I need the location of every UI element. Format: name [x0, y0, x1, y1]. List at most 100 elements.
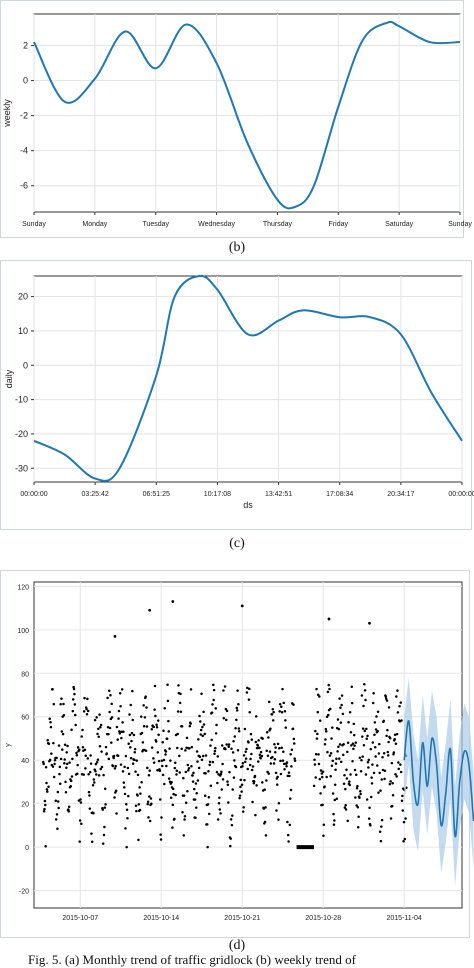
observed-point — [55, 756, 58, 760]
observed-point — [66, 744, 69, 748]
observed-point — [241, 761, 245, 765]
observed-point — [348, 783, 351, 787]
observed-point — [327, 713, 330, 717]
observed-point — [325, 775, 328, 779]
observed-point — [277, 818, 280, 821]
observed-point — [352, 733, 356, 737]
observed-point — [280, 746, 283, 749]
observed-point — [313, 758, 316, 762]
observed-point — [355, 787, 359, 790]
observed-point — [187, 766, 191, 770]
daily-chart: 00:00:00 03:25:42 06:51:25 10:17:08 13:42:51… — [4, 274, 474, 510]
observed-point — [335, 757, 338, 760]
weekly-xtick-label: Tuesday — [142, 221, 169, 228]
observed-point — [373, 745, 377, 749]
observed-point — [107, 732, 110, 736]
observed-point — [394, 773, 397, 776]
observed-point — [327, 683, 330, 687]
observed-point — [274, 771, 278, 775]
observed-point — [281, 759, 285, 762]
observed-point — [351, 742, 355, 745]
observed-point — [354, 773, 358, 776]
observed-point — [125, 845, 128, 849]
observed-point — [314, 729, 317, 733]
observed-point — [214, 732, 218, 735]
observed-point — [105, 752, 109, 755]
observed-point — [212, 683, 215, 687]
forecast-ytick-label: 0 — [25, 845, 29, 852]
observed-point — [89, 762, 93, 765]
observed-point — [185, 736, 189, 740]
observed-point — [86, 709, 90, 713]
figure-caption: Fig. 5. (a) Monthly trend of traffic gri… — [28, 952, 356, 967]
observed-point — [391, 793, 395, 797]
observed-point — [140, 780, 143, 784]
observed-point — [246, 767, 249, 771]
observed-point — [118, 732, 122, 735]
observed-point — [122, 781, 126, 784]
observed-point — [55, 813, 59, 816]
observed-point — [215, 770, 219, 774]
observed-point — [125, 803, 128, 806]
observed-point — [222, 689, 225, 692]
observed-point — [129, 756, 133, 760]
observed-point — [84, 754, 88, 757]
observed-point — [319, 769, 323, 772]
observed-point — [377, 752, 381, 755]
observed-point — [323, 785, 326, 788]
observed-point — [316, 710, 320, 714]
observed-point — [154, 740, 158, 743]
weekly-ytick-label: 2 — [23, 41, 28, 51]
forecast-panel: 120 100 80 60 40 20 0 -20 2015-10-07 2015-10-14 20… — [0, 570, 474, 965]
observed-point — [248, 687, 251, 691]
observed-point — [216, 755, 220, 758]
observed-point — [150, 802, 153, 805]
observed-point — [353, 744, 356, 747]
observed-point — [67, 810, 71, 813]
observed-point — [378, 742, 381, 746]
observed-point — [201, 725, 204, 729]
observed-point — [101, 842, 105, 845]
observed-point — [161, 764, 164, 768]
observed-point — [379, 839, 383, 843]
observed-point — [168, 747, 171, 750]
observed-point — [265, 730, 269, 734]
observed-point — [401, 794, 404, 798]
observed-point — [342, 742, 345, 746]
observed-point — [278, 710, 281, 713]
observed-point — [114, 764, 117, 768]
observed-point — [138, 786, 141, 789]
observed-point — [237, 703, 240, 706]
observed-point — [287, 771, 291, 774]
observed-point — [209, 744, 212, 747]
observed-point — [384, 697, 388, 700]
observed-point — [112, 754, 116, 758]
forecast-xtick-label: 2015-10-28 — [305, 915, 341, 922]
observed-point — [254, 740, 258, 744]
observed-point — [186, 763, 190, 767]
observed-point — [198, 755, 202, 759]
observed-point — [236, 748, 240, 752]
observed-point — [179, 710, 183, 714]
observed-point — [48, 717, 51, 721]
observed-point — [178, 701, 182, 705]
observed-point — [167, 719, 170, 723]
forecast-xtick-label: 2015-11-04 — [387, 915, 422, 922]
observed-point — [285, 764, 288, 768]
observed-point — [90, 840, 94, 844]
observed-point — [328, 754, 332, 757]
observed-point — [403, 837, 407, 841]
observed-point — [45, 788, 49, 791]
observed-point — [356, 826, 360, 829]
observed-point — [278, 747, 281, 750]
observed-point — [95, 773, 98, 776]
observed-point — [247, 741, 250, 744]
observed-point — [316, 693, 320, 696]
observed-point — [164, 750, 168, 753]
observed-point — [62, 713, 66, 717]
observed-point — [63, 761, 66, 765]
observed-point — [276, 742, 280, 746]
observed-point — [150, 746, 154, 749]
observed-point — [221, 762, 224, 766]
observed-point — [376, 764, 379, 767]
